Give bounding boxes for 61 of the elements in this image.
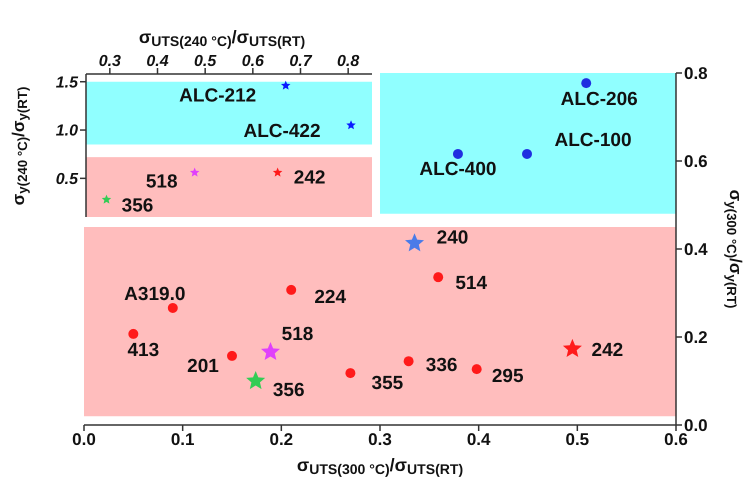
x-axis-title: σ$_{UTS(240 °C)}$/σ$_{UTS(RT)}$ xyxy=(138,26,306,49)
annotation: 240 xyxy=(436,227,468,248)
point xyxy=(190,168,200,177)
x-tick-label: 0.5 xyxy=(566,430,590,450)
annotation: 514 xyxy=(455,273,488,294)
point xyxy=(168,302,178,313)
annotation: 224 xyxy=(314,286,346,308)
x-tick-label: 0.6 xyxy=(242,53,264,70)
point xyxy=(433,272,444,282)
annotation: 336 xyxy=(426,355,458,376)
point xyxy=(522,148,532,159)
x-tick-label: 0.3 xyxy=(98,53,122,70)
annotation: ALC-422 xyxy=(243,121,321,142)
annotation: ALC-100 xyxy=(554,130,632,151)
annotation: A319.0 xyxy=(124,284,186,305)
point xyxy=(405,233,424,252)
annotation: ALC-400 xyxy=(419,158,496,180)
y-tick-label: 0.6 xyxy=(684,152,708,172)
point xyxy=(102,194,112,204)
y-tick-label: 1.0 xyxy=(56,122,78,140)
x-tick-label: 0.2 xyxy=(270,430,294,450)
y-tick-label: 0.4 xyxy=(684,240,708,260)
annotation: 295 xyxy=(492,366,524,388)
annotation: 356 xyxy=(272,380,305,402)
point xyxy=(346,120,356,130)
x-tick-label: 0.4 xyxy=(146,53,169,70)
annotation: 242 xyxy=(294,168,326,189)
y-tick-label: 1.5 xyxy=(56,74,80,92)
point xyxy=(227,350,237,361)
x-axis-title: σ$_{UTS(300 °C)}$/σ$_{UTS(RT)}$ xyxy=(296,454,464,477)
y-tick-label: 0.5 xyxy=(56,171,80,188)
annotation: 355 xyxy=(372,373,404,394)
x-tick-label: 0.8 xyxy=(337,53,360,70)
y-tick-label: 0.2 xyxy=(684,328,708,348)
annotation: 518 xyxy=(282,324,314,345)
point xyxy=(345,368,356,378)
x-tick-label: 0.5 xyxy=(194,53,218,70)
point xyxy=(280,80,290,90)
x-tick-label: 0.7 xyxy=(289,53,313,70)
point xyxy=(562,338,582,357)
point xyxy=(272,168,282,177)
annotation: 413 xyxy=(127,340,160,361)
point xyxy=(472,364,482,374)
point xyxy=(260,342,280,360)
point xyxy=(452,148,463,159)
point xyxy=(246,371,266,390)
x-tick-label: 0.3 xyxy=(368,430,392,450)
annotation: ALC-206 xyxy=(560,89,638,110)
point xyxy=(128,328,138,339)
x-tick-label: 0.4 xyxy=(466,430,492,450)
point xyxy=(581,78,592,88)
point xyxy=(404,356,414,366)
annotation: ALC-212 xyxy=(179,86,256,107)
annotation: 356 xyxy=(122,196,154,217)
annotation: 201 xyxy=(187,356,220,377)
annotation: 518 xyxy=(146,172,178,193)
annotation: 242 xyxy=(592,340,624,361)
x-tick-label: 0.1 xyxy=(170,430,194,450)
x-tick-label: 0.0 xyxy=(72,430,96,450)
x-tick-label: 0.6 xyxy=(664,430,688,450)
point xyxy=(286,284,296,295)
